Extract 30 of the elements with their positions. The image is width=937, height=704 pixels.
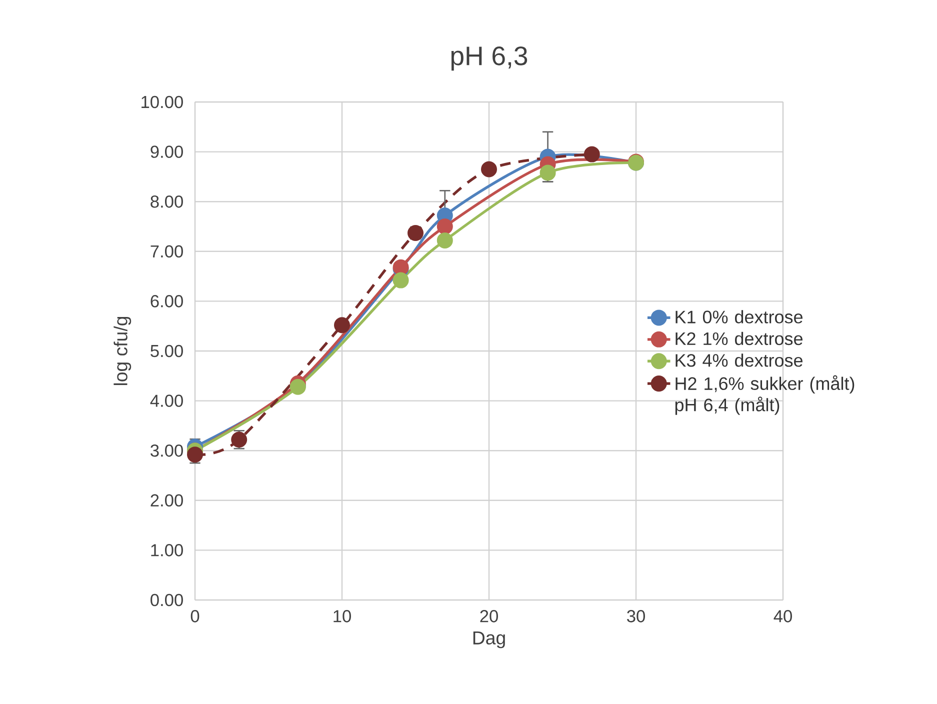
legend-label: K2 1% dextrose bbox=[676, 332, 802, 346]
y-tick-label: 8.00 bbox=[150, 195, 183, 208]
x-tick-label: 20 bbox=[480, 610, 498, 622]
point bbox=[481, 161, 498, 178]
point bbox=[436, 218, 453, 234]
point bbox=[436, 232, 453, 248]
legend-label: H2 1,6% sukker (målt) pH 6,4 (målt) bbox=[675, 375, 854, 415]
point bbox=[187, 446, 204, 463]
y-tick-label: 4.00 bbox=[150, 394, 183, 407]
y-tick-label: 10.00 bbox=[142, 96, 183, 108]
chart-title: pH 6,3 bbox=[451, 46, 528, 71]
y-tick-label: 7.00 bbox=[150, 245, 183, 258]
y-tick-label: 2.00 bbox=[150, 494, 183, 507]
y-tick-label: 9.00 bbox=[150, 146, 183, 158]
y-tick-label: 3.00 bbox=[150, 444, 183, 457]
point bbox=[584, 146, 600, 162]
y-tick-label: 6.00 bbox=[150, 295, 183, 308]
legend-label: K3 4% dextrose bbox=[676, 354, 802, 367]
y-tick-label: 0.00 bbox=[150, 594, 183, 606]
x-tick-label: 0 bbox=[190, 610, 200, 622]
x-tick-label: 30 bbox=[627, 610, 645, 622]
legend-label: K1 0% dextrose bbox=[676, 310, 802, 324]
x-tick-label: 10 bbox=[334, 610, 351, 622]
y-tick-label: 5.00 bbox=[150, 344, 183, 358]
x-tick-label: 40 bbox=[774, 610, 792, 622]
point bbox=[392, 272, 409, 288]
point bbox=[334, 317, 350, 334]
y-axis-title: log cfu/g bbox=[114, 316, 132, 386]
y-tick-label: 1.00 bbox=[151, 544, 183, 556]
x-axis-title: Dag bbox=[473, 631, 505, 648]
